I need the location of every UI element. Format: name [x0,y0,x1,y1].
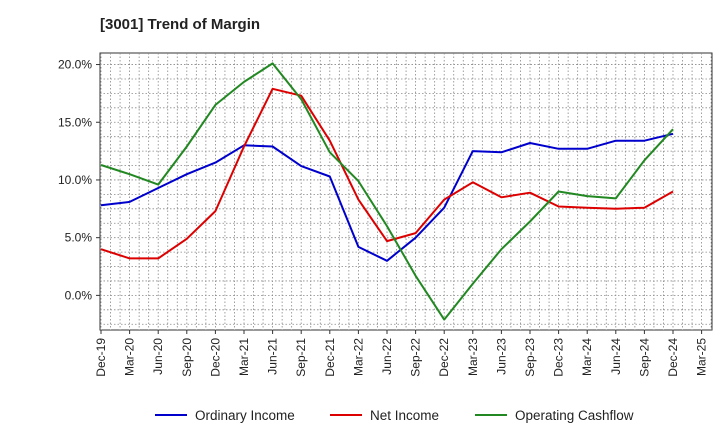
x-tick-label: Sep-22 [409,338,423,377]
x-tick-label: Dec-20 [208,338,222,377]
x-tick-label: Sep-21 [294,338,308,377]
x-tick-label: Jun-23 [494,338,508,375]
x-tick-label: Jun-24 [609,338,623,375]
x-tick-label: Sep-20 [180,338,194,377]
x-tick-label: Sep-24 [637,338,651,377]
series-line-operating-cashflow [100,62,674,321]
series-line-ordinary-income [100,132,674,262]
x-tick-label: Mar-24 [580,338,594,376]
legend-label: Operating Cashflow [515,408,634,423]
x-tick-label: Mar-20 [123,338,137,376]
x-tick-label: Mar-25 [695,338,709,376]
legend-label: Net Income [370,408,439,423]
plot-area [99,52,713,331]
y-tick-label: 20.0% [58,58,92,72]
x-tick-label: Dec-24 [666,338,680,377]
x-tick-label: Sep-23 [523,338,537,377]
chart-title: [3001] Trend of Margin [100,16,261,33]
x-tick-label: Mar-22 [351,338,365,376]
x-tick-label: Dec-21 [323,338,337,377]
series-line-net-income [100,87,674,260]
legend-label: Ordinary Income [195,408,295,423]
x-tick-label: Dec-23 [552,338,566,377]
y-tick-label: 15.0% [58,115,92,129]
x-tick-label: Mar-23 [466,338,480,376]
y-tick-label: 5.0% [65,231,93,245]
y-tick-label: 0.0% [65,288,93,302]
x-tick-label: Dec-19 [94,338,108,377]
y-tick-label: 10.0% [58,173,92,187]
x-tick-label: Jun-22 [380,338,394,375]
x-tick-label: Dec-22 [437,338,451,377]
x-tick-label: Mar-21 [237,338,251,376]
x-tick-label: Jun-21 [266,338,280,375]
x-tick-label: Jun-20 [151,338,165,375]
